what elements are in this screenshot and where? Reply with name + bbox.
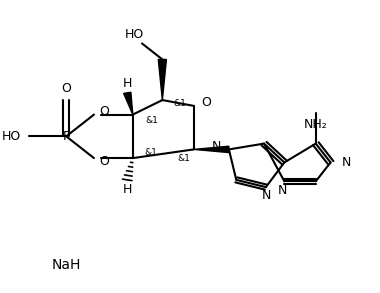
Text: P: P [62, 130, 70, 143]
Text: NaH: NaH [52, 258, 81, 272]
Polygon shape [194, 146, 229, 153]
Text: HO: HO [2, 130, 21, 143]
Polygon shape [124, 92, 133, 115]
Text: N: N [278, 183, 287, 197]
Text: NH₂: NH₂ [304, 118, 328, 131]
Text: &1: &1 [173, 99, 186, 108]
Text: O: O [100, 105, 109, 117]
Text: &1: &1 [144, 148, 157, 157]
Text: HO: HO [125, 28, 144, 41]
Text: &1: &1 [177, 154, 190, 163]
Text: O: O [100, 155, 109, 168]
Text: N: N [342, 156, 351, 169]
Text: N: N [262, 189, 271, 202]
Text: O: O [201, 96, 211, 110]
Text: &1: &1 [146, 116, 158, 125]
Text: H: H [123, 77, 132, 90]
Text: N: N [212, 140, 222, 153]
Polygon shape [158, 59, 166, 100]
Text: O: O [61, 82, 71, 95]
Text: H: H [123, 183, 132, 196]
